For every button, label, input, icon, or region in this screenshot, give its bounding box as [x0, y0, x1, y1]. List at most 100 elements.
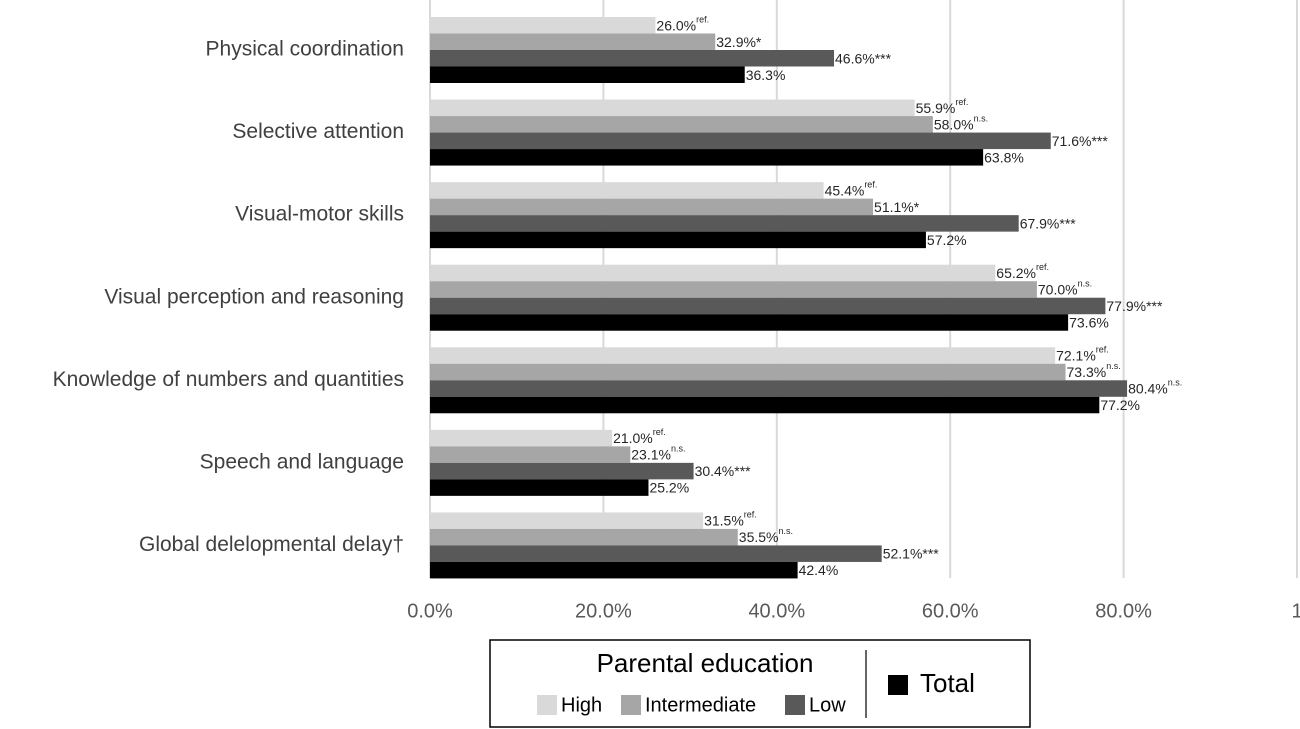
x-tick-label: 80.0%: [1095, 600, 1152, 622]
data-label: 73.6%: [1069, 314, 1109, 330]
data-label-value: 30.4%***: [695, 463, 752, 479]
data-label: 46.6%***: [835, 50, 892, 66]
data-label: 57.2%: [927, 232, 967, 248]
data-label-value: 65.2%: [996, 265, 1036, 281]
data-label: 52.1%***: [883, 545, 940, 561]
data-label-value: 71.6%***: [1052, 133, 1109, 149]
legend-title: Parental education: [597, 648, 814, 678]
data-label: 73.3%n.s.: [1067, 361, 1121, 379]
data-label-note: n.s.: [1106, 361, 1121, 371]
legend-label: Low: [809, 694, 846, 716]
y-tick-label: Knowledge of numbers and quantities: [53, 368, 404, 391]
data-label-note: ref.: [955, 97, 968, 107]
legend-box: [489, 639, 1031, 728]
x-tick-label: 20.0%: [575, 600, 632, 622]
bar: [430, 429, 613, 447]
bar: [430, 380, 1128, 397]
data-label-value: 42.4%: [799, 562, 839, 578]
data-label-value: 58.0%: [934, 116, 974, 132]
bar: [430, 231, 926, 249]
data-label: 70.0%n.s.: [1038, 279, 1092, 297]
data-label-note: ref.: [864, 180, 877, 190]
data-label-value: 77.2%: [1100, 397, 1140, 413]
bar: [430, 132, 1051, 150]
data-label: 63.8%: [984, 149, 1024, 165]
x-tick-label: 60.0%: [922, 600, 979, 622]
data-label-note: n.s.: [671, 444, 686, 454]
y-tick-label: Speech and language: [200, 450, 404, 473]
data-label-note: ref.: [1036, 262, 1049, 272]
legend-label: Intermediate: [645, 694, 756, 716]
bar: [430, 66, 745, 83]
legend-swatch: [621, 695, 641, 715]
data-label: 35.5%n.s.: [739, 527, 793, 545]
data-label-value: 31.5%: [704, 512, 744, 528]
data-label: 31.5%ref.: [704, 510, 757, 528]
data-label-note: n.s.: [778, 527, 793, 537]
bar: [430, 363, 1066, 381]
bar: [430, 396, 1100, 414]
bar: [430, 446, 631, 463]
data-label: 23.1%n.s.: [631, 444, 685, 462]
bar: [430, 512, 704, 529]
data-label-value: 26.0%: [656, 17, 696, 33]
data-label: 26.0%ref.: [656, 15, 709, 33]
data-label-note: n.s.: [974, 114, 989, 124]
data-label-value: 51.1%*: [874, 199, 920, 215]
data-label-value: 67.9%***: [1020, 215, 1077, 231]
data-label: 30.4%***: [695, 463, 752, 479]
bar: [430, 462, 694, 480]
bar: [430, 479, 649, 496]
bar: [430, 198, 874, 216]
bar: [430, 17, 656, 34]
data-label-value: 36.3%: [746, 66, 786, 82]
data-label: 45.4%ref.: [825, 180, 878, 198]
bar: [430, 99, 915, 117]
data-label: 55.9%ref.: [916, 97, 969, 115]
bar: [430, 264, 996, 282]
data-label-value: 32.9%*: [716, 33, 762, 49]
data-label: 65.2%ref.: [996, 262, 1049, 280]
legend-swatch: [785, 695, 805, 715]
data-label-note: ref.: [744, 510, 757, 520]
data-label-value: 52.1%***: [883, 545, 940, 561]
data-label: 51.1%*: [874, 199, 920, 215]
data-label-note: n.s.: [1168, 378, 1183, 388]
bar: [430, 116, 933, 133]
data-label-value: 77.9%***: [1106, 298, 1163, 314]
bar: [430, 561, 798, 579]
data-label-value: 80.4%: [1128, 380, 1168, 396]
data-label: 21.0%ref.: [613, 427, 666, 445]
data-label-value: 25.2%: [649, 479, 689, 495]
data-label: 77.9%***: [1106, 298, 1163, 314]
data-label-note: ref.: [1096, 345, 1109, 355]
data-label-value: 45.4%: [825, 182, 865, 198]
y-tick-label: Visual perception and reasoning: [104, 285, 404, 308]
bar: [430, 149, 984, 166]
legend-label: High: [561, 694, 602, 716]
bar: [430, 215, 1019, 232]
data-label: 80.4%n.s.: [1128, 378, 1182, 396]
data-label: 42.4%: [799, 562, 839, 578]
data-label: 67.9%***: [1020, 215, 1077, 231]
data-label: 71.6%***: [1052, 133, 1109, 149]
y-tick-label: Selective attention: [232, 120, 404, 143]
bar: [430, 50, 835, 67]
data-label-note: n.s.: [1078, 279, 1093, 289]
bar: [430, 545, 882, 562]
data-label-value: 72.1%: [1056, 347, 1096, 363]
y-tick-label: Global delelopmental delay†: [139, 533, 404, 556]
data-label-value: 57.2%: [927, 232, 967, 248]
data-label-note: ref.: [696, 15, 709, 25]
data-label: 32.9%*: [716, 33, 762, 49]
data-label: 72.1%ref.: [1056, 345, 1109, 363]
data-label-value: 73.6%: [1069, 314, 1109, 330]
legend-swatch: [888, 675, 908, 695]
y-tick-label: Physical coordination: [206, 38, 404, 61]
data-label-value: 21.0%: [613, 430, 653, 446]
data-label-note: ref.: [653, 427, 666, 437]
data-label-value: 70.0%: [1038, 281, 1078, 297]
data-label: 36.3%: [746, 66, 786, 82]
data-label-value: 46.6%***: [835, 50, 892, 66]
